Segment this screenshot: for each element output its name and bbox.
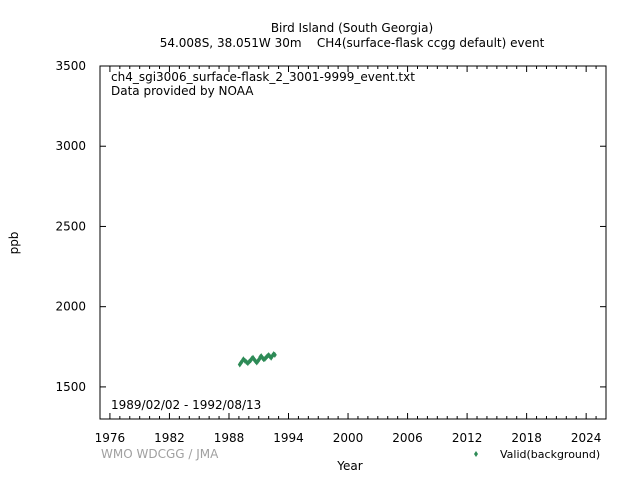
- date-range-annotation: 1989/02/02 - 1992/08/13: [111, 398, 261, 412]
- y-axis-label: ppb: [7, 232, 21, 255]
- legend: Valid(background): [474, 448, 600, 461]
- credit-annotation: WMO WDCGG / JMA: [101, 447, 219, 461]
- data-points: [237, 351, 277, 368]
- x-tick-label: 1988: [214, 431, 245, 445]
- y-tick-label: 3000: [55, 139, 86, 153]
- y-axis-ticks: 1500 2000 2500 3000 3500: [55, 59, 606, 394]
- x-axis-label: Year: [336, 459, 362, 473]
- x-tick-label: 2000: [333, 431, 364, 445]
- x-tick-label: 1976: [95, 431, 126, 445]
- x-axis-ticks: 1976 1982 1988 1994 2000 2006 2012 2018 2024: [95, 66, 607, 445]
- y-tick-label: 1500: [55, 380, 86, 394]
- plot-area-frame: [99, 65, 607, 420]
- provider-annotation: Data provided by NOAA: [111, 84, 254, 98]
- x-tick-label: 2024: [571, 431, 602, 445]
- y-tick-label: 2000: [55, 300, 86, 314]
- y-tick-label: 2500: [55, 219, 86, 233]
- chart-title: Bird Island (South Georgia): [271, 21, 433, 35]
- legend-marker: [474, 451, 478, 457]
- x-tick-label: 2006: [392, 431, 423, 445]
- data-point: [272, 351, 277, 358]
- x-tick-label: 1994: [273, 431, 304, 445]
- file-annotation: ch4_sgi3006_surface-flask_2_3001-9999_ev…: [111, 70, 415, 84]
- x-tick-label: 2018: [511, 431, 542, 445]
- legend-label: Valid(background): [500, 448, 600, 461]
- x-tick-label: 2012: [452, 431, 483, 445]
- chart-subtitle: 54.008S, 38.051W 30m CH4(surface-flask c…: [160, 36, 545, 50]
- y-tick-label: 3500: [55, 59, 86, 73]
- x-tick-label: 1982: [154, 431, 185, 445]
